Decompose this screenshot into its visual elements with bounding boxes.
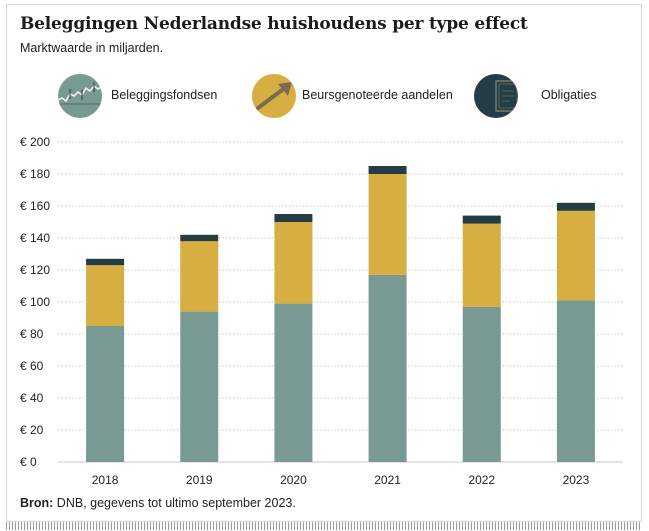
y-tick-label: € 60 xyxy=(20,359,44,373)
bar-obligaties-2022 xyxy=(462,215,501,224)
x-tick-label: 2023 xyxy=(563,473,590,487)
y-tick-label: € 120 xyxy=(20,263,50,277)
bar-beleggingsfondsen-2019 xyxy=(180,311,219,462)
source-label: Bron: xyxy=(20,496,54,510)
bar-obligaties-2021 xyxy=(368,166,407,174)
bar-obligaties-2020 xyxy=(274,214,313,222)
x-tick-label: 2021 xyxy=(374,473,401,487)
x-tick-label: 2018 xyxy=(92,473,119,487)
y-tick-label: € 20 xyxy=(20,423,44,437)
chart-frame xyxy=(6,4,642,522)
bar-beleggingsfondsen-2022 xyxy=(462,306,501,462)
bar-beleggingsfondsen-2018 xyxy=(86,326,125,462)
legend-label: Obligaties xyxy=(541,88,597,102)
rising-arrow-icon xyxy=(252,74,296,118)
chart-title: Beleggingen Nederlandse huishoudens per … xyxy=(20,14,528,34)
x-tick-label: 2022 xyxy=(468,473,495,487)
bar-beursgenoteerde-aandelen-2018 xyxy=(86,265,125,326)
decorative-hatch-border xyxy=(6,522,642,530)
y-tick-label: € 0 xyxy=(20,455,37,469)
bar-beursgenoteerde-aandelen-2020 xyxy=(274,222,313,304)
bond-certificate-icon xyxy=(474,74,518,118)
y-tick-label: € 200 xyxy=(20,135,50,149)
y-tick-label: € 180 xyxy=(20,167,50,181)
bar-beleggingsfondsen-2021 xyxy=(368,274,407,462)
y-tick-label: € 100 xyxy=(20,295,50,309)
legend-label: Beursgenoteerde aandelen xyxy=(302,88,453,102)
x-tick-label: 2019 xyxy=(186,473,213,487)
y-tick-label: € 40 xyxy=(20,391,44,405)
y-tick-label: € 160 xyxy=(20,199,50,213)
x-tick-label: 2020 xyxy=(280,473,307,487)
legend-label: Beleggingsfondsen xyxy=(111,88,218,102)
source-text: DNB, gegevens tot ultimo september 2023. xyxy=(53,496,296,510)
bar-beleggingsfondsen-2023 xyxy=(556,300,595,462)
bar-beursgenoteerde-aandelen-2019 xyxy=(180,241,219,312)
y-tick-label: € 140 xyxy=(20,231,50,245)
bar-obligaties-2018 xyxy=(86,258,125,266)
y-tick-label: € 80 xyxy=(20,327,44,341)
bar-obligaties-2019 xyxy=(180,234,219,242)
source-note: Bron: DNB, gegevens tot ultimo september… xyxy=(20,496,296,510)
stock-chart-icon xyxy=(58,74,102,118)
chart-subtitle: Marktwaarde in miljarden. xyxy=(20,41,164,55)
bar-beleggingsfondsen-2020 xyxy=(274,303,313,462)
bar-beursgenoteerde-aandelen-2022 xyxy=(462,223,501,307)
bar-beursgenoteerde-aandelen-2023 xyxy=(556,210,595,301)
bar-obligaties-2023 xyxy=(556,202,595,211)
bar-beursgenoteerde-aandelen-2021 xyxy=(368,174,407,275)
